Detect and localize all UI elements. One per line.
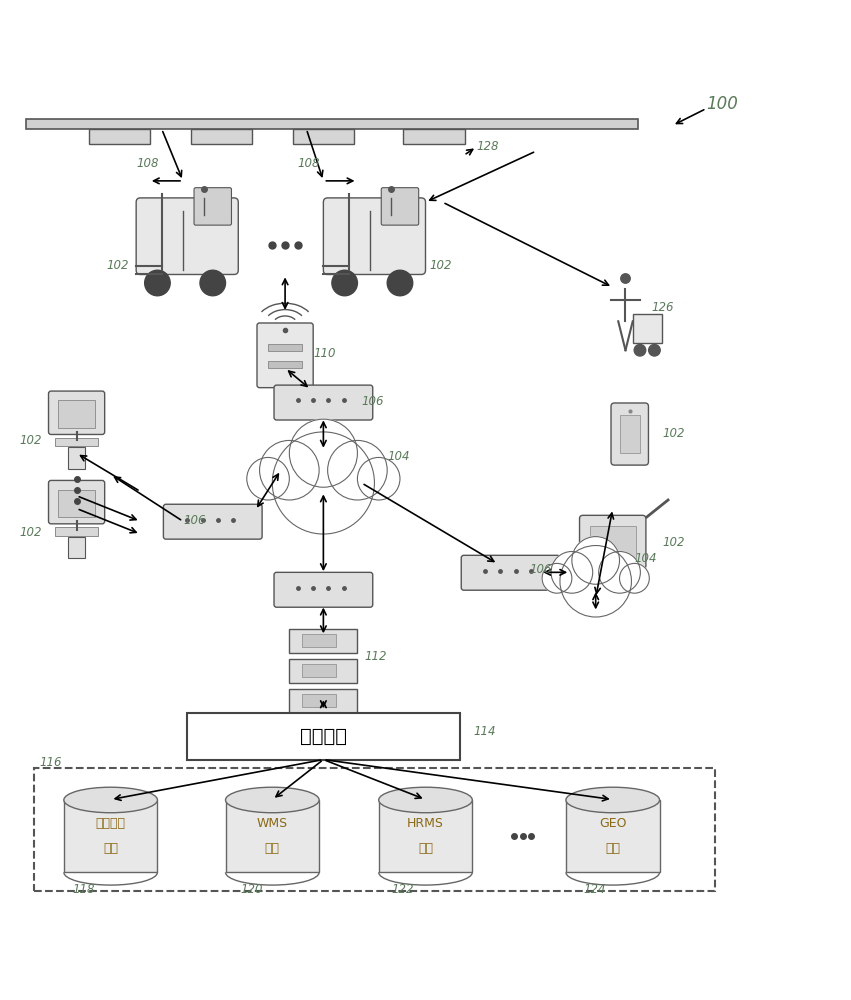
FancyBboxPatch shape	[187, 713, 460, 760]
Circle shape	[542, 563, 572, 593]
Text: 106: 106	[529, 563, 551, 576]
Text: 124: 124	[583, 883, 605, 896]
Text: 104: 104	[634, 552, 656, 565]
Bar	[620, 415, 640, 453]
FancyBboxPatch shape	[194, 188, 231, 225]
FancyBboxPatch shape	[611, 403, 648, 465]
Text: 112: 112	[364, 650, 386, 663]
Text: 110: 110	[313, 347, 335, 360]
Text: 102: 102	[430, 259, 452, 272]
Bar	[191, 129, 252, 144]
Circle shape	[387, 270, 413, 296]
Bar	[302, 694, 336, 707]
Bar	[68, 537, 85, 558]
Text: 102: 102	[106, 259, 129, 272]
Text: 118: 118	[72, 883, 94, 896]
Text: GEO: GEO	[599, 817, 626, 830]
Ellipse shape	[379, 787, 472, 813]
Bar	[55, 527, 98, 536]
Circle shape	[357, 457, 400, 500]
Text: 126: 126	[652, 301, 674, 314]
FancyBboxPatch shape	[163, 504, 262, 539]
Text: 116: 116	[39, 756, 61, 769]
Bar	[293, 129, 354, 144]
Text: 数据: 数据	[418, 842, 433, 855]
Circle shape	[247, 457, 289, 500]
Circle shape	[551, 551, 592, 593]
Text: 102: 102	[662, 427, 684, 440]
Bar	[590, 526, 636, 560]
FancyBboxPatch shape	[136, 198, 238, 274]
Bar	[268, 361, 302, 368]
FancyBboxPatch shape	[323, 198, 426, 274]
Text: 102: 102	[662, 536, 684, 549]
FancyBboxPatch shape	[381, 188, 419, 225]
FancyBboxPatch shape	[274, 385, 373, 420]
Text: HRMS: HRMS	[407, 817, 444, 830]
Bar	[379, 800, 472, 872]
Bar	[268, 344, 302, 351]
Bar	[68, 447, 85, 469]
Circle shape	[328, 440, 387, 500]
Text: 数据: 数据	[265, 842, 280, 855]
Circle shape	[599, 551, 641, 593]
FancyBboxPatch shape	[289, 689, 357, 713]
FancyBboxPatch shape	[461, 555, 560, 590]
FancyBboxPatch shape	[49, 391, 105, 434]
Bar	[302, 664, 336, 677]
Text: 工业车辆: 工业车辆	[95, 817, 126, 830]
Bar	[566, 800, 660, 872]
Circle shape	[272, 432, 374, 534]
Text: 106: 106	[362, 395, 384, 408]
Bar	[64, 800, 157, 872]
Circle shape	[289, 419, 357, 487]
Circle shape	[200, 270, 226, 296]
Text: 102: 102	[20, 526, 42, 539]
Bar	[58, 400, 95, 428]
FancyBboxPatch shape	[49, 480, 105, 524]
Circle shape	[572, 537, 620, 584]
FancyBboxPatch shape	[580, 515, 646, 569]
Text: 分析引擎: 分析引擎	[300, 727, 347, 746]
Bar	[58, 490, 95, 517]
Circle shape	[332, 270, 357, 296]
Bar	[55, 438, 98, 446]
FancyBboxPatch shape	[289, 629, 357, 653]
Circle shape	[648, 344, 660, 356]
Bar	[26, 119, 638, 129]
Bar	[302, 634, 336, 647]
FancyBboxPatch shape	[257, 323, 313, 388]
FancyBboxPatch shape	[289, 659, 357, 683]
Circle shape	[260, 440, 319, 500]
Text: 114: 114	[473, 725, 495, 738]
Text: 数据: 数据	[103, 842, 118, 855]
Ellipse shape	[226, 787, 319, 813]
Text: 120: 120	[240, 883, 262, 896]
Bar	[89, 129, 150, 144]
Text: 108: 108	[298, 157, 320, 170]
Text: 102: 102	[20, 434, 42, 447]
Text: 104: 104	[387, 450, 409, 463]
Ellipse shape	[64, 787, 157, 813]
Text: 108: 108	[136, 157, 158, 170]
Text: 100: 100	[706, 95, 738, 113]
FancyBboxPatch shape	[274, 572, 373, 607]
Bar	[632, 314, 661, 343]
Text: 数据: 数据	[605, 842, 620, 855]
Ellipse shape	[566, 787, 660, 813]
Text: 122: 122	[391, 883, 414, 896]
Bar	[226, 800, 319, 872]
Circle shape	[634, 344, 646, 356]
Bar	[403, 129, 465, 144]
Circle shape	[145, 270, 170, 296]
Circle shape	[560, 546, 631, 617]
Text: 128: 128	[477, 140, 499, 153]
Circle shape	[620, 563, 649, 593]
Text: 106: 106	[183, 514, 205, 527]
Text: WMS: WMS	[257, 817, 288, 830]
